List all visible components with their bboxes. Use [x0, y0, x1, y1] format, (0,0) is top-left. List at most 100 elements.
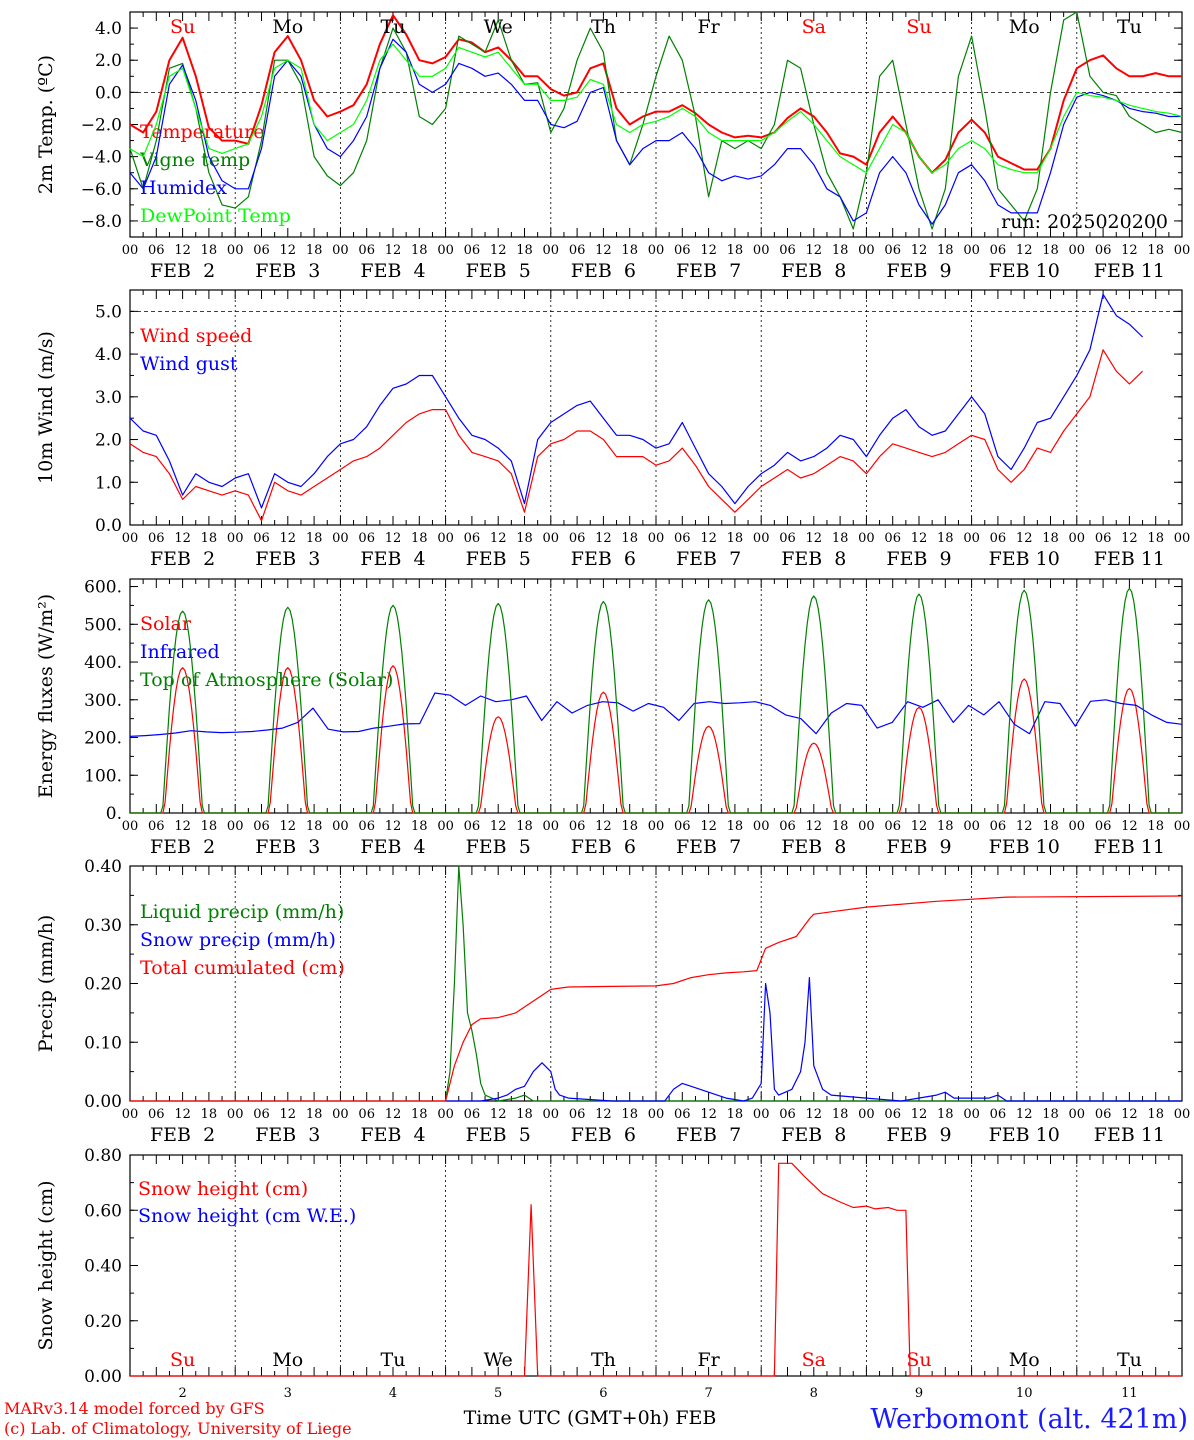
hour-tick-label: 18 [1147, 243, 1164, 258]
hour-tick-label: 18 [516, 243, 533, 258]
hour-tick-label: 06 [569, 1107, 586, 1122]
y-tick-label: 300. [84, 691, 122, 711]
hour-tick-label: 18 [1147, 819, 1164, 834]
day-label: FEB 4 [360, 836, 425, 858]
hour-tick-label: 12 [595, 1107, 612, 1122]
hour-tick-label: 18 [621, 819, 638, 834]
legend-entry: Vigne temp [139, 149, 250, 171]
y-axis-label: 2m Temp. (ºC) [35, 55, 57, 194]
hour-tick-label: 06 [569, 531, 586, 546]
day-label: FEB 6 [571, 1124, 636, 1146]
hour-tick-label: 12 [280, 243, 297, 258]
series-line-total-cumulated-cm- [130, 895, 1183, 1102]
hour-tick-label: 12 [700, 819, 717, 834]
weekday-label-top: Sa [802, 16, 826, 38]
hour-tick-label: 06 [779, 819, 796, 834]
legend-entry: Infrared [140, 641, 220, 663]
y-tick-label: −2.0 [81, 116, 122, 136]
hour-tick-label: 06 [464, 531, 481, 546]
day-label: FEB 11 [1094, 260, 1165, 282]
hour-tick-label: 18 [306, 243, 323, 258]
day-label: FEB 5 [466, 1124, 531, 1146]
hour-tick-label: 06 [884, 243, 901, 258]
series-line-vigne-temp [129, 11, 1183, 230]
hour-tick-label: 00 [543, 819, 560, 834]
y-tick-label: 0.80 [84, 1146, 122, 1166]
legend-entry: Humidex [140, 177, 227, 199]
legend-entry: Snow precip (mm/h) [140, 929, 336, 951]
day-label: FEB 4 [360, 260, 425, 282]
panel-1: 4.0 2.0 0.0 −2.0 −4.0 −6.0 −8.0 2m Temp. (ºC) 00… [35, 11, 1190, 282]
hour-tick-label: 00 [1069, 531, 1086, 546]
day-label: FEB 8 [781, 1124, 846, 1146]
hour-tick-label: 06 [148, 1107, 165, 1122]
hour-tick-label: 12 [280, 1107, 297, 1122]
credit-line-1: MARv3.14 model forced by GFS [4, 1399, 265, 1418]
y-tick-label: 0.20 [84, 1312, 122, 1332]
hour-tick-label: 00 [753, 819, 770, 834]
weekday-label-top: We [484, 16, 513, 38]
hour-tick-label: 12 [595, 531, 612, 546]
hour-tick-label: 18 [411, 819, 428, 834]
hour-tick-label: 12 [385, 531, 402, 546]
hour-tick-label: 12 [174, 819, 191, 834]
hour-tick-label: 18 [621, 531, 638, 546]
y-tick-label: 1.0 [95, 473, 122, 493]
hour-tick-label: 18 [621, 243, 638, 258]
hour-tick-label: 00 [1069, 243, 1086, 258]
weekday-label-bottom: Tu [381, 1349, 406, 1371]
hour-tick-label: 06 [1095, 531, 1112, 546]
hour-tick-label: 00 [227, 531, 244, 546]
hour-tick-label: 00 [122, 819, 139, 834]
series-line-liquid-precip-mm-h- [445, 865, 1182, 1102]
hour-tick-label: 06 [148, 531, 165, 546]
hour-tick-label: 18 [727, 243, 744, 258]
weekday-label-bottom: Th [591, 1349, 616, 1371]
day-label: FEB 2 [150, 1124, 215, 1146]
weekday-label-top: Th [591, 16, 616, 38]
hour-tick-label: 00 [122, 243, 139, 258]
hour-tick-label: 06 [779, 1107, 796, 1122]
hour-tick-label: 18 [306, 819, 323, 834]
y-tick-label: 0.40 [84, 857, 122, 877]
hour-tick-label: 18 [832, 819, 849, 834]
hour-tick-label: 12 [385, 1107, 402, 1122]
hour-tick-label: 12 [385, 819, 402, 834]
hour-tick-label: 18 [201, 243, 218, 258]
hour-tick-label: 06 [253, 1107, 270, 1122]
hour-tick-label: 00 [437, 819, 454, 834]
hour-tick-label: 18 [937, 243, 954, 258]
y-tick-label: 0.20 [84, 975, 122, 995]
y-tick-label: 0. [106, 804, 122, 824]
y-tick-label: 4.0 [95, 19, 122, 39]
day-label: FEB 9 [886, 836, 951, 858]
y-tick-label: 600. [84, 578, 122, 598]
hour-tick-label: 06 [253, 819, 270, 834]
credit-line-2: (c) Lab. of Climatology, University of L… [4, 1419, 352, 1438]
hour-tick-label: 00 [122, 1107, 139, 1122]
series-line-wind-speed [129, 349, 1144, 522]
y-axis-label: Energy fluxes (W/m²) [35, 594, 57, 798]
hour-tick-label: 00 [1174, 1107, 1191, 1122]
hour-tick-label: 06 [253, 243, 270, 258]
y-tick-label: 100. [84, 766, 122, 786]
day-label: FEB 2 [150, 548, 215, 570]
day-label: FEB 7 [676, 1124, 741, 1146]
weekday-label-bottom: Mo [272, 1349, 303, 1371]
hour-tick-label: 12 [595, 243, 612, 258]
day-label: FEB 5 [466, 260, 531, 282]
hour-tick-label: 06 [884, 531, 901, 546]
hour-tick-label: 06 [884, 819, 901, 834]
hour-tick-label: 18 [727, 1107, 744, 1122]
hour-tick-label: 06 [884, 1107, 901, 1122]
weekday-label-top: Tu [1117, 16, 1142, 38]
hour-tick-label: 18 [201, 819, 218, 834]
hour-tick-label: 00 [858, 1107, 875, 1122]
y-tick-label: −4.0 [81, 148, 122, 168]
hour-tick-label: 06 [569, 243, 586, 258]
hour-tick-label: 12 [806, 531, 823, 546]
hour-tick-label: 12 [700, 1107, 717, 1122]
day-label: FEB 8 [781, 260, 846, 282]
hour-tick-label: 06 [358, 819, 375, 834]
hour-tick-label: 00 [437, 531, 454, 546]
